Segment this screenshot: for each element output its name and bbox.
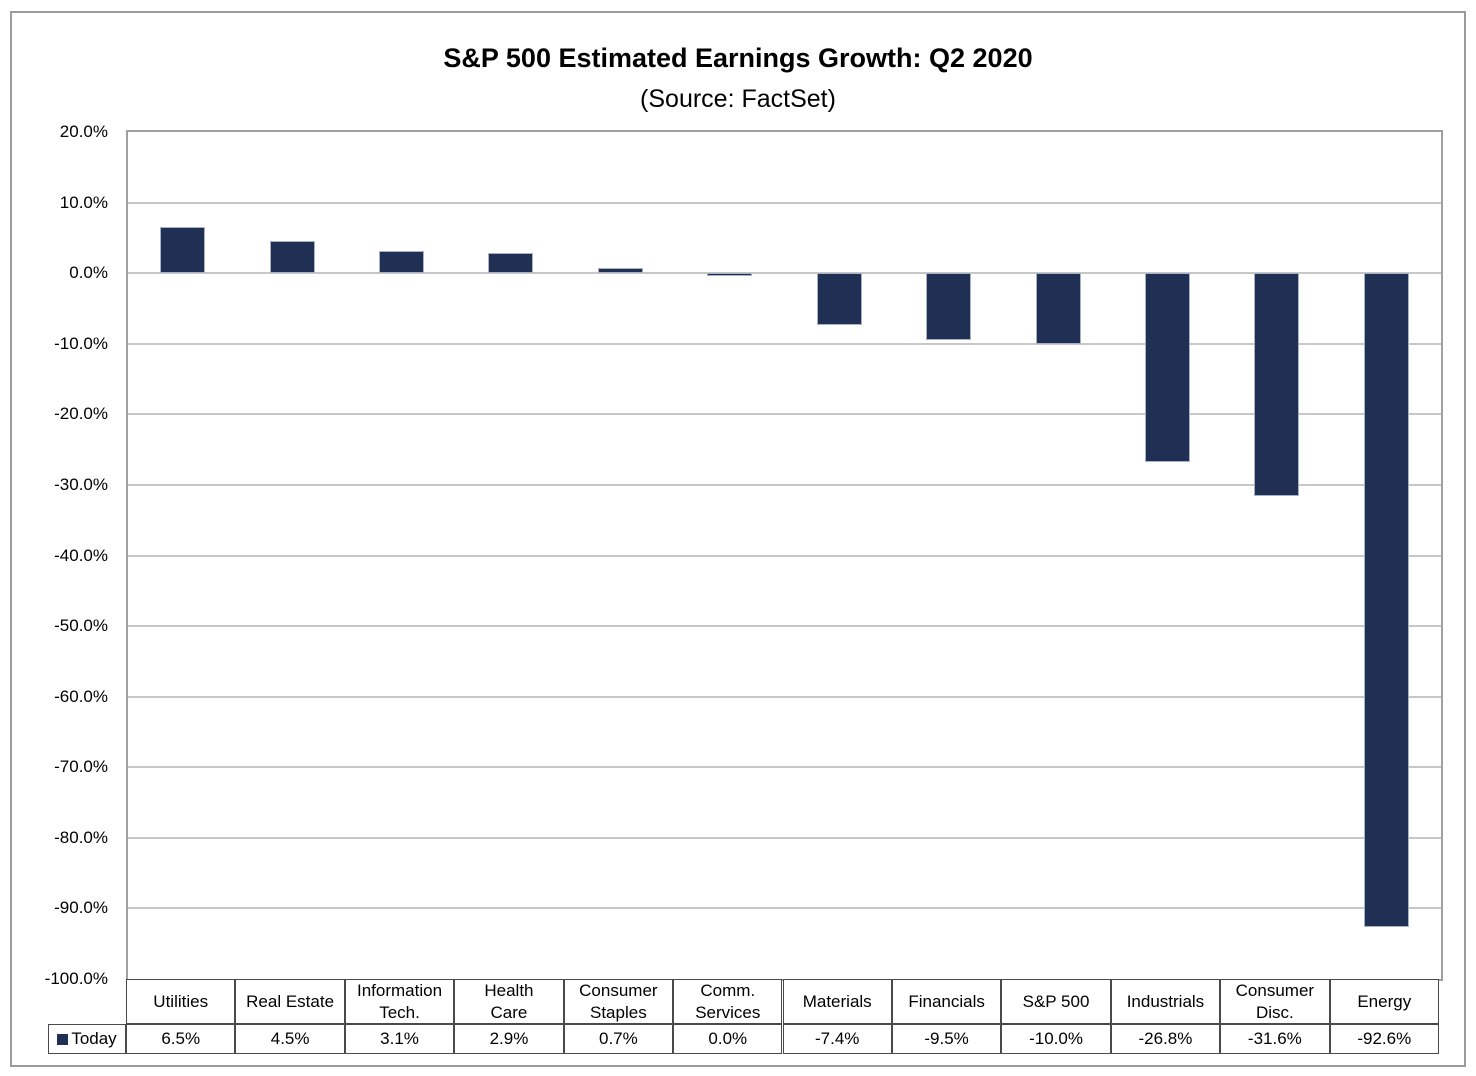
y-axis-label-20-0: -20.0% xyxy=(54,404,108,424)
bar-consumer-disc xyxy=(1254,273,1300,497)
header-cell-s-p-500: S&P 500 xyxy=(1001,979,1111,1024)
header-cell-consumer-disc: Consumer Disc. xyxy=(1220,979,1330,1024)
value-cell-information-tech: 3.1% xyxy=(344,1024,455,1054)
value-cell-consumer-disc: -31.6% xyxy=(1220,1024,1330,1054)
y-axis-label-90-0: -90.0% xyxy=(54,898,108,918)
gridline-30-0 xyxy=(128,483,1441,486)
header-cell-financials: Financials xyxy=(891,979,1002,1024)
value-cell-real-estate: 4.5% xyxy=(235,1024,345,1054)
y-axis-label-40-0: -40.0% xyxy=(54,545,108,565)
gridline-60-0 xyxy=(128,695,1441,698)
value-cell-consumer-staples: 0.7% xyxy=(563,1024,674,1054)
y-axis-label-10-0: -10.0% xyxy=(54,333,108,353)
legend-cell: Today xyxy=(48,1024,126,1054)
y-axis-label-10-0: 10.0% xyxy=(59,192,108,212)
y-axis-label-70-0: -70.0% xyxy=(54,757,108,777)
data-table: Today Utilities 6.5% Real Estate 4.5% Informa… xyxy=(48,979,1443,1059)
value-cell-utilities: 6.5% xyxy=(126,1024,236,1054)
header-cell-materials: Materials xyxy=(782,979,892,1024)
gridline-10-0 xyxy=(128,342,1441,345)
header-cell-comm-services: Comm. Services xyxy=(673,979,783,1024)
bar-health-care xyxy=(488,252,534,274)
bar-energy xyxy=(1363,273,1409,927)
gridline-0-0 xyxy=(128,272,1441,275)
value-cell-materials: -7.4% xyxy=(782,1024,892,1054)
legend-label: Today xyxy=(71,1029,117,1049)
value-cell-industrials: -26.8% xyxy=(1110,1024,1221,1054)
gridline-50-0 xyxy=(128,625,1441,628)
gridline-70-0 xyxy=(128,766,1441,769)
header-cell-real-estate: Real Estate xyxy=(235,979,345,1024)
header-cell-utilities: Utilities xyxy=(126,979,236,1024)
bar-information-tech xyxy=(379,251,425,274)
gridline-20-0 xyxy=(128,413,1441,416)
header-cell-consumer-staples: Consumer Staples xyxy=(563,979,674,1024)
header-cell-energy: Energy xyxy=(1329,979,1439,1024)
bar-utilities xyxy=(160,227,206,274)
chart-title: S&P 500 Estimated Earnings Growth: Q2 20… xyxy=(443,43,1033,73)
value-cell-s-p-500: -10.0% xyxy=(1001,1024,1111,1054)
header-cell-information-tech: Information Tech. xyxy=(344,979,455,1024)
y-axis-label-100-0: -100.0% xyxy=(44,969,108,988)
header-cell-industrials: Industrials xyxy=(1110,979,1221,1024)
bar-industrials xyxy=(1144,273,1190,463)
plot-area xyxy=(126,130,1443,981)
bar-materials xyxy=(816,273,862,326)
y-axis-label-50-0: -50.0% xyxy=(54,616,108,636)
chart-subtitle: (Source: FactSet) xyxy=(640,85,836,113)
bar-financials xyxy=(926,273,972,341)
gridline-40-0 xyxy=(128,554,1441,557)
y-axis-label-20-0: 20.0% xyxy=(59,122,108,141)
y-axis-label-0-0: 0.0% xyxy=(69,263,108,283)
gridline-10-0 xyxy=(128,201,1441,204)
value-cell-health-care: 2.9% xyxy=(454,1024,564,1054)
bar-s-p-500 xyxy=(1035,273,1081,344)
bar-consumer-staples xyxy=(597,268,643,274)
gridline-90-0 xyxy=(128,907,1441,910)
value-cell-financials: -9.5% xyxy=(891,1024,1002,1054)
gridline-80-0 xyxy=(128,836,1441,839)
y-axis-label-80-0: -80.0% xyxy=(54,827,108,847)
today-legend-swatch xyxy=(57,1033,69,1045)
header-cell-health-care: Health Care xyxy=(454,979,564,1024)
bar-comm-services xyxy=(707,273,753,277)
y-axis-label-30-0: -30.0% xyxy=(54,474,108,494)
bar-real-estate xyxy=(269,241,315,274)
value-cell-energy: -92.6% xyxy=(1329,1024,1439,1054)
y-axis-label-60-0: -60.0% xyxy=(54,686,108,706)
value-cell-comm-services: 0.0% xyxy=(673,1024,783,1054)
